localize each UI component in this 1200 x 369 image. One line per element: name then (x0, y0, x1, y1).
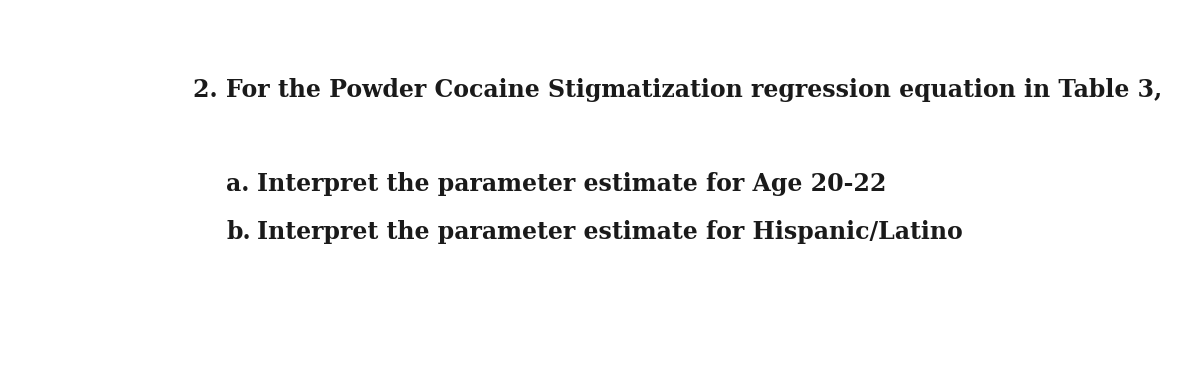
Text: b.: b. (227, 220, 251, 244)
Text: a.: a. (227, 172, 250, 196)
Text: 2. For the Powder Cocaine Stigmatization regression equation in Table 3,: 2. For the Powder Cocaine Stigmatization… (193, 78, 1162, 102)
Text: Interpret the parameter estimate for Hispanic/Latino: Interpret the parameter estimate for His… (257, 220, 962, 244)
Text: Interpret the parameter estimate for Age 20-22: Interpret the parameter estimate for Age… (257, 172, 887, 196)
